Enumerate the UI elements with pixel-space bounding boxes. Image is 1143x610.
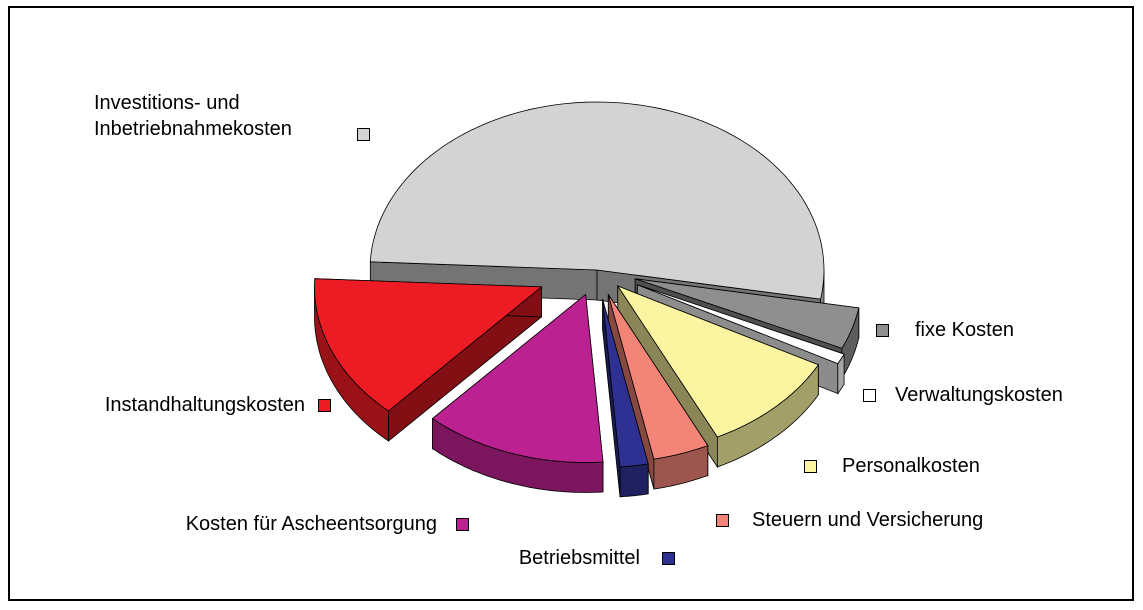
- slice: [637, 284, 845, 365]
- slice: [607, 294, 709, 460]
- legend-label: fixe Kosten: [915, 319, 1014, 341]
- legend-swatch: [357, 128, 370, 141]
- legend-label: Kosten für Ascheentsorgung: [185, 513, 437, 535]
- legend-swatch: [876, 324, 889, 337]
- slice: [635, 278, 860, 349]
- legend-label: Instandhaltungskosten: [104, 394, 305, 416]
- legend-label: Betriebsmittel: [518, 547, 640, 569]
- legend-label: Investitions- und Inbetriebnahmekosten: [94, 92, 292, 140]
- legend-label: Steuern und Versicherung: [752, 509, 984, 531]
- legend-swatch: [863, 389, 876, 402]
- legend-label: Verwaltungskosten: [895, 384, 1063, 406]
- slice: [314, 278, 543, 412]
- legend-swatch: [456, 518, 469, 531]
- slice: [602, 299, 649, 468]
- legend-swatch: [662, 552, 675, 565]
- slice: [431, 293, 604, 463]
- slice: [369, 101, 825, 300]
- legend-swatch: [318, 399, 331, 412]
- legend-swatch: [716, 514, 729, 527]
- frame: [8, 6, 1134, 601]
- slice: [616, 285, 819, 438]
- legend-label: Personalkosten: [842, 455, 980, 477]
- legend-swatch: [804, 460, 817, 473]
- slice-wall: [619, 463, 649, 498]
